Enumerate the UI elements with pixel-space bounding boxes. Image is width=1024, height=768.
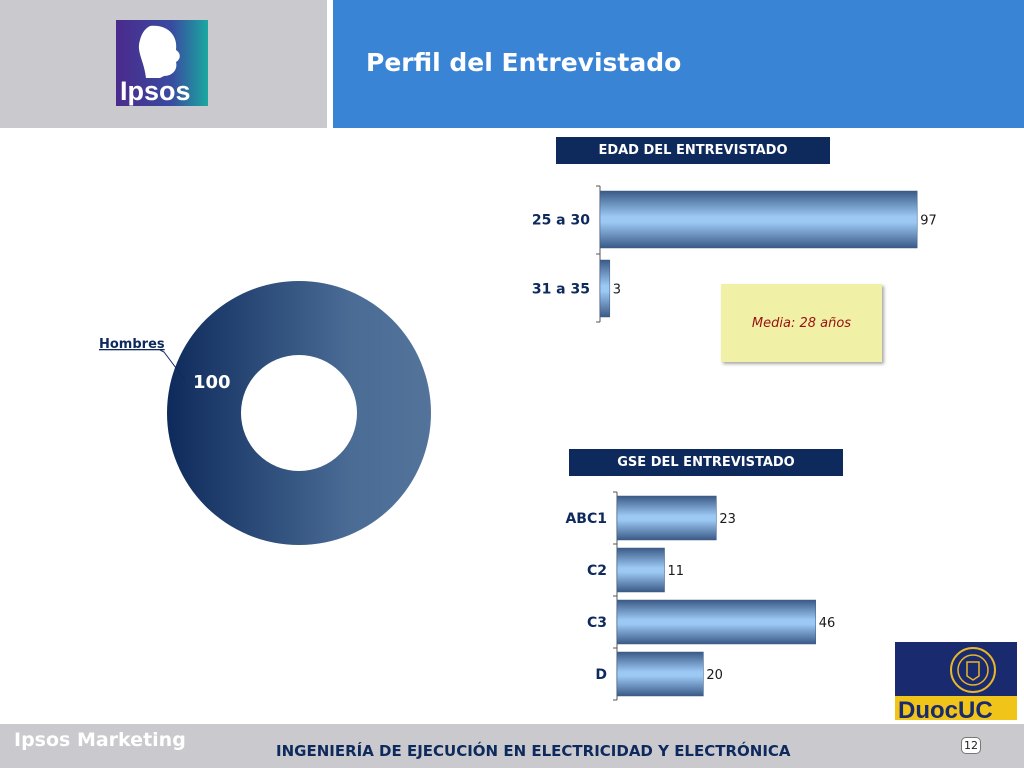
header-title-bar [333, 0, 1024, 128]
gse-category-label-0: ABC1 [565, 511, 607, 527]
gse-value-label-1: 11 [668, 564, 685, 579]
duoc-logo-text: DuocUC [898, 697, 993, 720]
footer-program-title: INGENIERÍA DE EJECUCIÓN EN ELECTRICIDAD … [276, 742, 791, 760]
gse-category-label-3: D [595, 667, 607, 683]
donut-category-label: Hombres [99, 337, 165, 352]
logo-text: Ipsos [120, 76, 191, 106]
gse-bar-0 [616, 495, 717, 541]
duoc-uc-logo: DuocUC [895, 642, 1017, 720]
donut-leader-line [159, 349, 186, 381]
age-bar-0 [599, 190, 918, 249]
gse-value-label-2: 46 [819, 616, 836, 631]
age-category-label-0: 25 a 30 [532, 213, 590, 229]
ipsos-logo: Ipsos [116, 20, 208, 106]
gse-bar-2 [616, 599, 816, 645]
gse-value-label-0: 23 [719, 512, 736, 527]
gse-bar-3 [616, 651, 704, 697]
gse-category-label-2: C3 [587, 615, 607, 631]
age-bar-1 [599, 259, 611, 318]
age-value-label-0: 97 [920, 214, 937, 229]
age-category-label-1: 31 a 35 [532, 282, 590, 298]
donut-slice-hombres [167, 281, 431, 545]
gse-category-label-1: C2 [587, 563, 607, 579]
footer-bar [0, 724, 1024, 768]
donut-value-label: 100 [193, 372, 231, 393]
age-value-label-1: 3 [613, 283, 621, 298]
page-title: Perfil del Entrevistado [366, 48, 682, 77]
gse-chart-title: GSE DEL ENTREVISTADO [569, 449, 843, 476]
footer-brand: Ipsos Marketing [14, 729, 186, 751]
gse-value-label-3: 20 [706, 668, 723, 683]
page-number: 12 [961, 737, 981, 754]
age-chart-title: EDAD DEL ENTREVISTADO [556, 137, 830, 164]
gse-bar-1 [616, 547, 665, 593]
age-mean-note: Media: 28 años [721, 284, 882, 362]
